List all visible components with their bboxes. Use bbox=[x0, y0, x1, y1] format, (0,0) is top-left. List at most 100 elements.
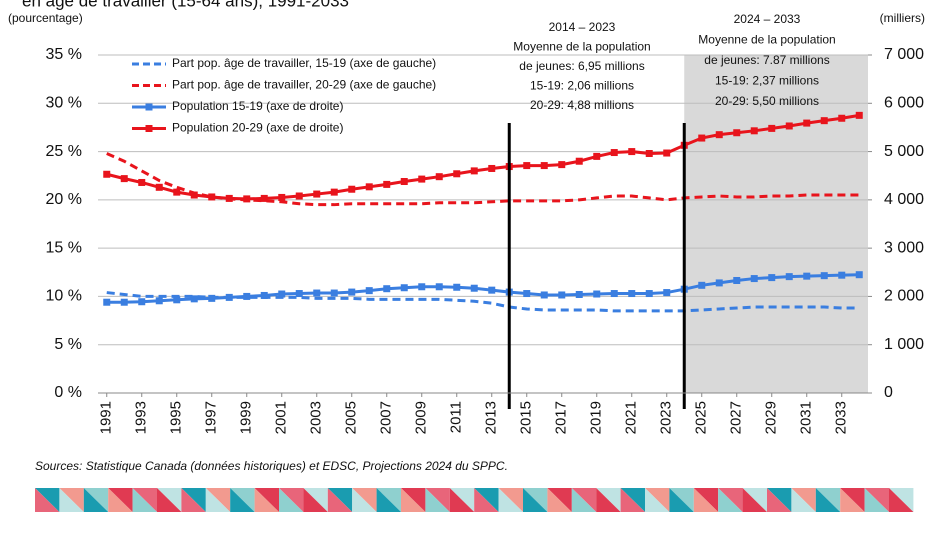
stripe-tile bbox=[254, 488, 279, 512]
x-tick-label: 2013 bbox=[483, 401, 500, 434]
stripe-tile bbox=[376, 488, 401, 512]
series-marker bbox=[470, 284, 478, 292]
x-tick-label: 2009 bbox=[413, 401, 430, 434]
series-marker bbox=[838, 271, 846, 279]
y2-tick-label: 1 000 bbox=[884, 336, 924, 353]
series-marker bbox=[313, 289, 321, 297]
x-tick-label: 1991 bbox=[98, 401, 115, 434]
series-marker bbox=[750, 275, 758, 283]
y2-tick-label: 7 000 bbox=[884, 46, 924, 63]
series-marker bbox=[610, 149, 618, 157]
series-marker bbox=[593, 290, 601, 298]
stripe-tile bbox=[254, 488, 279, 512]
stripe-tile bbox=[230, 488, 255, 512]
stripe-tile bbox=[132, 488, 157, 512]
y2-tick-label: 3 000 bbox=[884, 239, 924, 256]
x-tick-label: 2007 bbox=[378, 401, 395, 434]
series-marker bbox=[768, 274, 776, 282]
chart-title: en âge de travailler (15-64 ans), 1991-2… bbox=[22, 0, 349, 10]
series-marker bbox=[698, 134, 706, 142]
stripe-tile bbox=[108, 488, 133, 512]
series-marker bbox=[103, 170, 111, 178]
series-marker bbox=[820, 272, 828, 280]
series-marker bbox=[453, 283, 461, 291]
series-marker bbox=[698, 281, 706, 289]
y-tick-label: 15 % bbox=[46, 239, 82, 256]
stripe-tile bbox=[718, 488, 743, 512]
x-tick-label: 2003 bbox=[308, 401, 325, 434]
annotation-text: 15-19: 2,37 millions bbox=[715, 74, 819, 88]
x-tick-label: 1997 bbox=[203, 401, 220, 434]
source-note: Sources: Statistique Canada (données his… bbox=[35, 459, 508, 473]
series-marker bbox=[208, 294, 216, 302]
series-marker bbox=[838, 114, 846, 122]
series-marker bbox=[645, 290, 653, 298]
stripe-tile bbox=[693, 488, 719, 512]
legend-label: Population 20-29 (axe de droite) bbox=[172, 121, 343, 135]
series-marker bbox=[733, 129, 741, 137]
series-marker bbox=[610, 290, 618, 298]
stripe-tile bbox=[498, 488, 523, 512]
stripe-tile bbox=[352, 488, 377, 512]
series-marker bbox=[558, 161, 566, 169]
series-marker bbox=[558, 291, 566, 299]
legend-label: Part pop. âge de travailler, 15-19 (axe … bbox=[172, 56, 436, 70]
series-marker bbox=[173, 296, 181, 304]
series-marker bbox=[243, 292, 251, 300]
stripe-tile bbox=[840, 488, 865, 512]
stripe-tile bbox=[449, 488, 475, 512]
series-marker bbox=[278, 193, 286, 201]
series-marker bbox=[365, 183, 373, 191]
stripe-tile bbox=[547, 488, 572, 512]
series-marker bbox=[803, 272, 811, 280]
x-tick-label: 2005 bbox=[343, 401, 360, 434]
y2-tick-label: 5 000 bbox=[884, 143, 924, 160]
series-marker bbox=[435, 283, 443, 291]
series-marker bbox=[768, 124, 776, 132]
series-marker bbox=[313, 190, 321, 198]
stripe-tile bbox=[474, 488, 499, 512]
stripe-tile bbox=[83, 488, 109, 512]
series-marker bbox=[225, 293, 233, 301]
series-marker bbox=[330, 188, 338, 196]
legend-marker bbox=[145, 103, 153, 111]
stripe-tile bbox=[181, 488, 206, 512]
annotation-text: de jeunes: 6,95 millions bbox=[519, 59, 644, 73]
y2-tick-label: 6 000 bbox=[884, 95, 924, 112]
series-marker bbox=[663, 149, 671, 157]
stripe-tile bbox=[718, 488, 743, 512]
stripe-tile bbox=[645, 488, 670, 512]
series-marker bbox=[208, 193, 216, 201]
series-marker bbox=[365, 287, 373, 295]
stripe-tile bbox=[571, 488, 597, 512]
series-marker bbox=[190, 295, 198, 303]
x-tick-label: 2019 bbox=[588, 401, 605, 434]
series-marker bbox=[418, 283, 426, 291]
stripe-tile bbox=[35, 488, 60, 512]
y-tick-label: 25 % bbox=[46, 143, 82, 160]
y2-tick-label: 2 000 bbox=[884, 288, 924, 305]
series-marker bbox=[523, 162, 531, 170]
annotation-text: 15-19: 2,06 millions bbox=[530, 79, 634, 93]
stripe-tile bbox=[840, 488, 865, 512]
stripe-tile bbox=[498, 488, 523, 512]
stripe-tile bbox=[401, 488, 426, 512]
x-tick-label: 2033 bbox=[833, 401, 850, 434]
series-marker bbox=[750, 127, 758, 135]
series-marker bbox=[138, 298, 146, 306]
stripe-tile bbox=[425, 488, 450, 512]
stripe-tile bbox=[59, 488, 84, 512]
series-marker bbox=[470, 167, 478, 175]
series-marker bbox=[628, 290, 636, 298]
series-marker bbox=[803, 119, 811, 127]
series-marker bbox=[575, 290, 583, 298]
series-marker bbox=[173, 188, 181, 196]
series-marker bbox=[120, 298, 128, 306]
y-tick-label: 20 % bbox=[46, 191, 82, 208]
series-marker bbox=[575, 157, 583, 165]
stripe-tile bbox=[59, 488, 84, 512]
series-marker bbox=[488, 164, 496, 172]
y-tick-label: 35 % bbox=[46, 46, 82, 63]
annotation-text: Moyenne de la population bbox=[698, 33, 835, 47]
series-marker bbox=[785, 122, 793, 130]
